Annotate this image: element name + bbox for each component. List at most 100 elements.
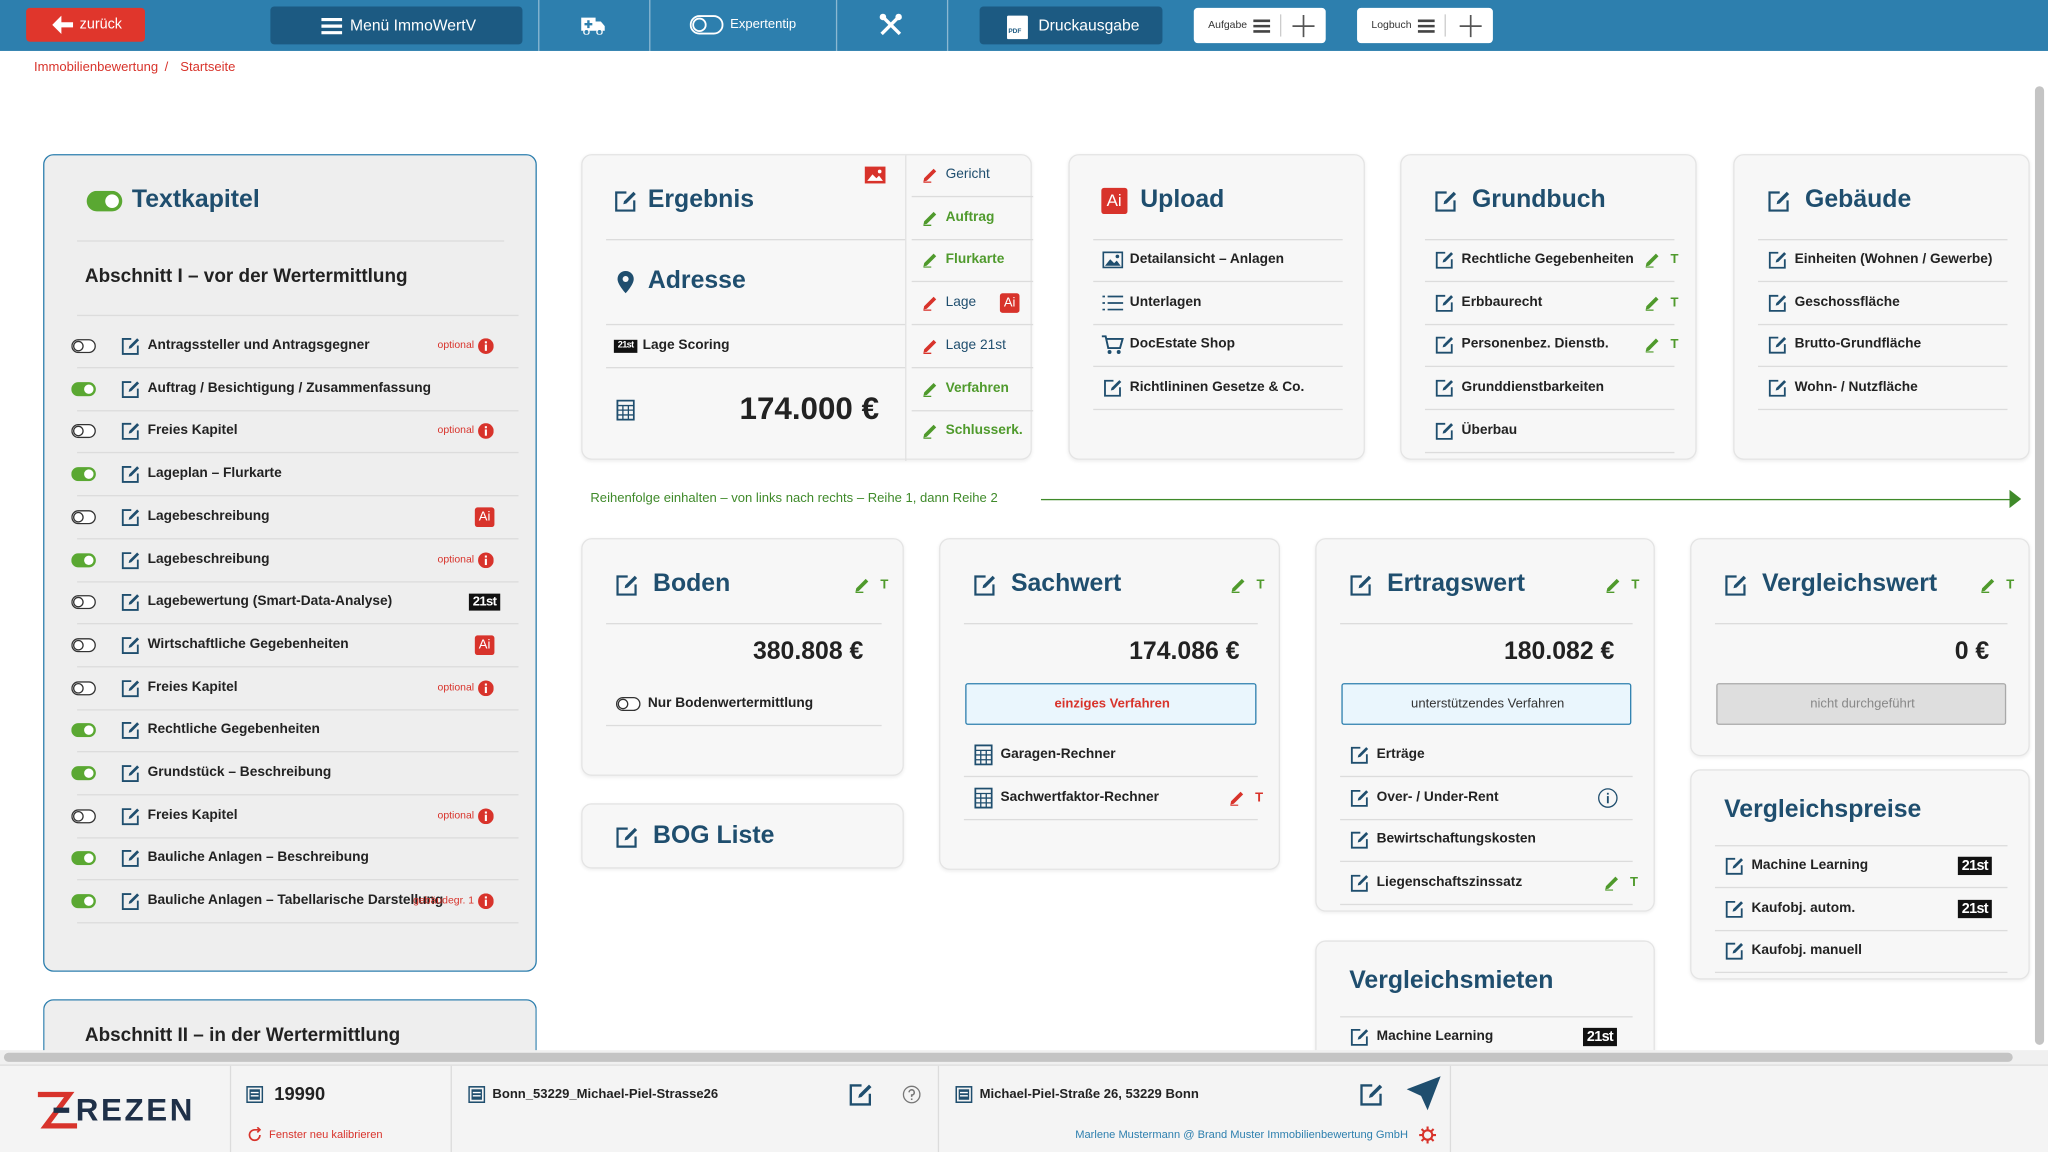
chapter-toggle[interactable] [71, 638, 96, 653]
chapter-label[interactable]: Auftrag / Besichtigung / Zusammenfassung [147, 379, 432, 396]
edit-icon[interactable] [848, 1082, 873, 1107]
method-button[interactable]: unterstützendes Verfahren [1341, 683, 1632, 725]
pencil-icon[interactable] [1980, 577, 1996, 593]
chapter-toggle[interactable] [71, 467, 96, 482]
item-label[interactable]: Detailansicht – Anlagen [1129, 251, 1284, 267]
pencil-icon[interactable] [1604, 875, 1620, 891]
task-button[interactable]: Aufgabe [1193, 7, 1326, 44]
chapter-label[interactable]: Lagebeschreibung [147, 550, 270, 567]
edit-icon[interactable] [121, 379, 141, 399]
edit-icon[interactable] [121, 678, 141, 698]
item-label[interactable]: Machine Learning [1376, 1028, 1494, 1044]
add-icon[interactable] [1292, 14, 1315, 37]
menu-button[interactable]: Menü ImmoWertV [270, 6, 523, 45]
pencil-icon[interactable] [1644, 337, 1660, 354]
chapter-toggle[interactable] [86, 190, 123, 212]
item-icon[interactable] [1768, 293, 1788, 313]
item-label[interactable]: Bewirtschaftungskosten [1376, 831, 1536, 848]
edit-icon[interactable] [121, 806, 141, 826]
chapter-toggle[interactable] [71, 339, 96, 354]
item-label[interactable]: Machine Learning [1751, 857, 1869, 873]
image-icon[interactable] [864, 166, 886, 184]
edit-icon[interactable] [121, 336, 141, 356]
edit-icon[interactable] [1767, 189, 1791, 213]
reload-icon[interactable] [247, 1126, 263, 1143]
status-link[interactable]: Schlusserk. [945, 422, 1023, 439]
item-icon[interactable] [1768, 336, 1788, 356]
chapter-label[interactable]: Lageplan – Flurkarte [147, 465, 282, 482]
item-icon[interactable] [1350, 831, 1370, 851]
edit-icon[interactable] [121, 763, 141, 783]
edit-icon[interactable] [1725, 856, 1745, 876]
settings-icon[interactable] [1419, 1126, 1437, 1144]
list-icon[interactable] [1417, 17, 1435, 34]
chapter-label[interactable]: Freies Kapitel [147, 422, 238, 439]
pencil-icon[interactable] [922, 210, 938, 226]
edit-icon[interactable] [973, 573, 997, 597]
edit-icon[interactable] [1350, 1027, 1370, 1047]
chapter-label[interactable]: Grundstück – Beschreibung [147, 764, 332, 781]
pencil-icon[interactable] [854, 577, 870, 593]
chapter-toggle[interactable] [71, 595, 96, 610]
add-icon[interactable] [1459, 14, 1482, 37]
print-button[interactable]: PDF Druckausgabe [979, 6, 1163, 45]
chapter-label[interactable]: Bauliche Anlagen – Beschreibung [147, 849, 369, 866]
edit-icon[interactable] [1724, 573, 1748, 597]
item-icon[interactable] [974, 744, 993, 766]
chapter-label[interactable]: Lagebewertung (Smart-Data-Analyse) [147, 593, 393, 610]
item-icon[interactable] [1435, 336, 1455, 356]
item-icon[interactable] [1350, 788, 1370, 808]
edit-icon[interactable] [121, 550, 141, 570]
pencil-icon[interactable] [922, 381, 938, 397]
chapter-toggle[interactable] [71, 680, 96, 695]
pencil-icon[interactable] [922, 423, 938, 440]
chapter-toggle[interactable] [71, 509, 96, 525]
pencil-icon[interactable] [1230, 577, 1246, 593]
chapter-label[interactable]: Bauliche Anlagen – Tabellarische Darstel… [147, 892, 444, 909]
breadcrumb-link[interactable]: Immobilienbewertung [33, 60, 159, 76]
item-label[interactable]: Over- / Under-Rent [1376, 788, 1499, 805]
option-toggle[interactable] [615, 696, 641, 712]
edit-icon[interactable] [121, 464, 141, 484]
item-label[interactable]: Erbbaurecht [1461, 293, 1543, 310]
back-button[interactable]: zurück [26, 7, 145, 42]
item-icon[interactable] [1768, 250, 1788, 270]
item-icon[interactable] [1435, 250, 1455, 270]
pencil-icon[interactable] [1644, 295, 1660, 311]
status-link[interactable]: Verfahren [945, 379, 1009, 396]
list-icon[interactable] [1253, 17, 1271, 34]
item-label[interactable]: Sachwertfaktor-Rechner [1000, 788, 1160, 805]
chapter-label[interactable]: Wirtschaftliche Gegebenheiten [147, 636, 349, 652]
pencil-icon[interactable] [922, 253, 938, 269]
status-link[interactable]: Lage [945, 294, 977, 310]
edit-icon[interactable] [615, 825, 639, 849]
item-label[interactable]: Garagen-Rechner [1000, 746, 1116, 762]
info-icon[interactable] [1597, 787, 1618, 808]
item-icon[interactable] [1768, 378, 1788, 398]
breadcrumb-link[interactable]: Startseite [180, 60, 236, 76]
chapter-toggle[interactable] [71, 723, 96, 738]
edit-icon[interactable] [615, 573, 639, 597]
scrollbar-thumb[interactable] [2034, 86, 2045, 1045]
status-link[interactable]: Lage 21st [945, 337, 1006, 353]
chapter-toggle[interactable] [71, 381, 96, 396]
tools-icon[interactable] [879, 13, 903, 37]
item-label[interactable]: Personenbez. Dienstb. [1461, 336, 1609, 353]
item-icon[interactable] [1350, 873, 1370, 893]
chapter-label[interactable]: Freies Kapitel [147, 678, 238, 695]
edit-icon[interactable] [1725, 899, 1745, 919]
item-label[interactable]: Einheiten (Wohnen / Gewerbe) [1794, 251, 1993, 267]
chapter-toggle[interactable] [71, 552, 96, 567]
pencil-icon[interactable] [922, 338, 938, 354]
edit-icon[interactable] [121, 721, 141, 741]
item-label[interactable]: Liegenschaftszinssatz [1376, 874, 1523, 890]
item-icon[interactable] [974, 787, 993, 809]
edit-icon[interactable] [121, 593, 141, 613]
edit-icon[interactable] [121, 422, 141, 442]
chapter-label[interactable]: Rechtliche Gegebenheiten [147, 721, 320, 738]
item-label[interactable]: Erträge [1376, 746, 1425, 762]
item-label[interactable]: Kaufobj. autom. [1751, 899, 1856, 916]
edit-icon[interactable] [121, 849, 141, 869]
ambulance-icon[interactable] [580, 15, 606, 36]
chapter-toggle[interactable] [71, 424, 96, 439]
